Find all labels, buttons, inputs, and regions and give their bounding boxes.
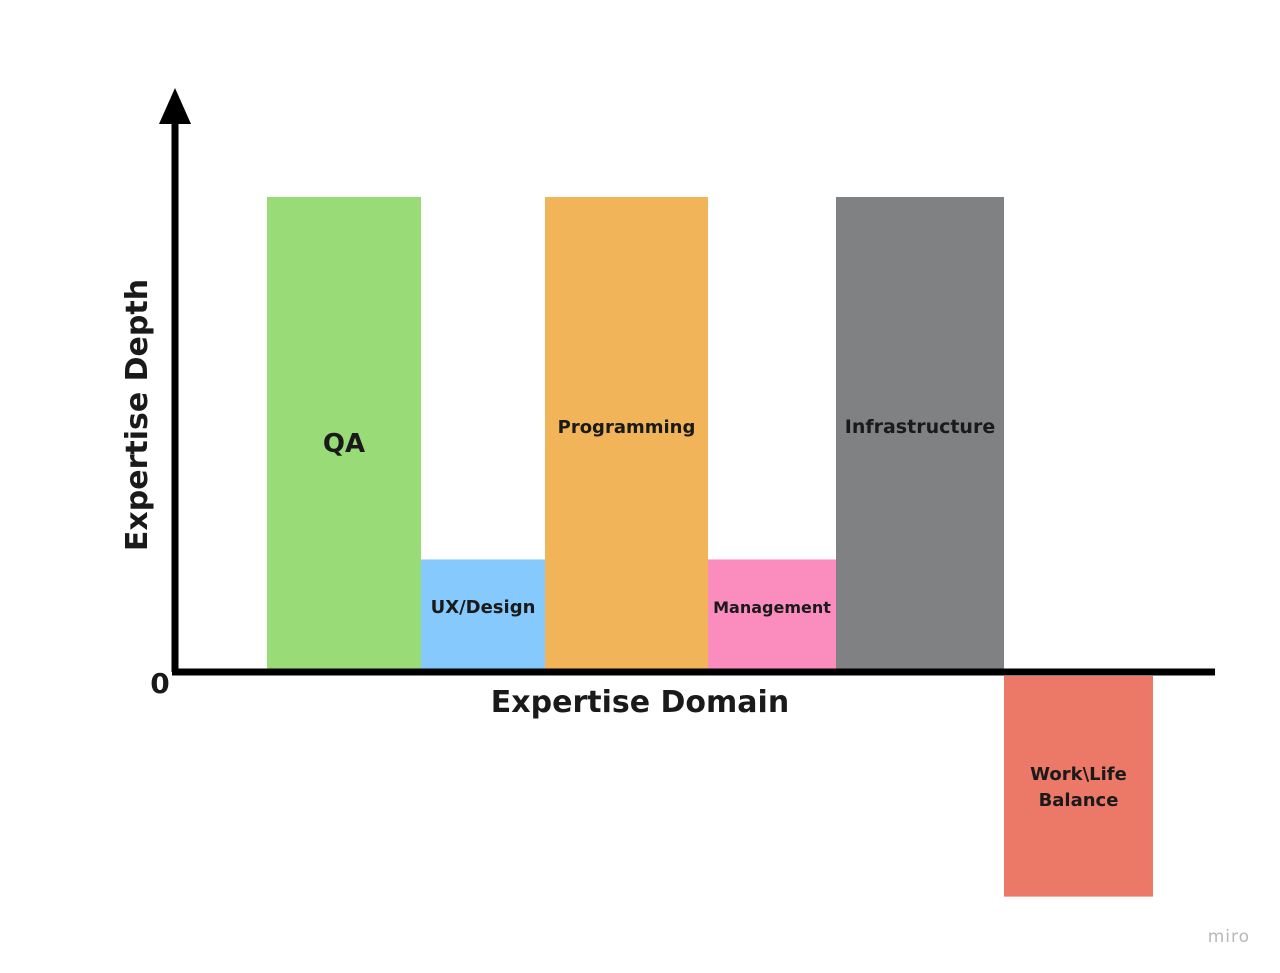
axes-layer [159,88,1215,676]
bar-infrastructure [836,197,1004,672]
bar-management [708,559,836,672]
bar-ux-design [421,559,545,672]
bar-label-qa: QA [323,429,365,459]
bar-label-management: Management [713,598,831,617]
miro-watermark: miro [1207,927,1250,947]
bar-label-work-life-balance: Work\Life Balance [1030,764,1127,811]
bar-label-ux-design: UX/Design [431,597,536,618]
y-axis-arrow-icon [159,88,191,124]
x-axis-title: Expertise Domain [491,685,789,720]
y-axis-title: Expertise Depth [120,279,155,551]
bar-qa [267,197,421,672]
bar-work-life-balance [1004,676,1153,897]
bar-label-programming: Programming [558,417,696,438]
bar-programming [545,197,708,672]
bar-label-infrastructure: Infrastructure [845,416,995,438]
bar-labels-layer: QA UX/Design Programming Management Infrastr… [323,416,1127,811]
bars-layer [267,197,1153,897]
origin-label: 0 [150,667,169,700]
